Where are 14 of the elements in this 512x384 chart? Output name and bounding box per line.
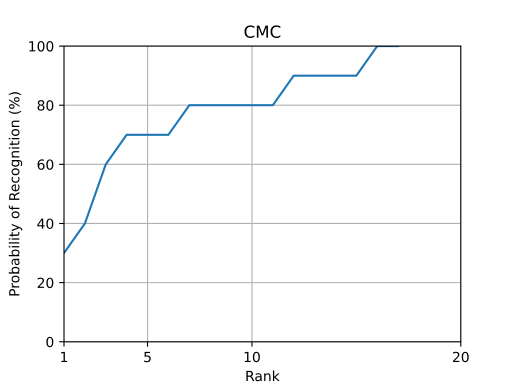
y-tick-label: 80 [38, 100, 54, 111]
y-tick-label: 40 [37, 218, 54, 229]
y-tick-label: 20 [38, 278, 54, 288]
x-tick-label: 5 [144, 352, 151, 362]
y-axis-title: Probability of Recognition (%) [8, 92, 22, 296]
x-tick-label: 20 [452, 352, 469, 362]
x-tick-label: 1 [61, 352, 68, 362]
y-tick-label: 60 [38, 159, 54, 170]
y-tick-label: 100 [29, 41, 54, 52]
x-tick-label: 10 [244, 352, 260, 362]
line-series [64, 46, 400, 254]
chart-title: CMC [244, 25, 280, 38]
x-axis-title: Rank [246, 370, 280, 382]
y-tick-label: 0 [46, 336, 54, 348]
